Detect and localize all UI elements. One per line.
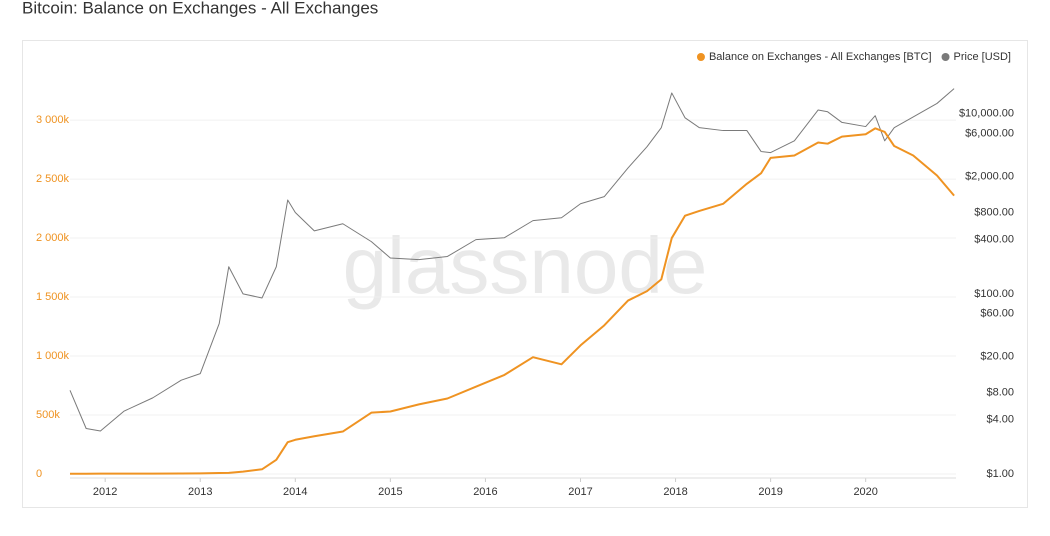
y2-tick-label: $20.00 [980, 351, 1014, 363]
x-tick-label: 2017 [568, 486, 592, 498]
y2-tick-label: $100.00 [974, 288, 1014, 300]
x-tick-label: 2020 [853, 486, 877, 498]
y2-tick-label: $8.00 [986, 387, 1014, 399]
legend-marker [941, 53, 950, 61]
watermark: glassnode [343, 221, 708, 310]
chart-frame [22, 40, 1028, 508]
x-tick-label: 2013 [188, 486, 212, 498]
legend-marker [696, 53, 705, 61]
y2-tick-label: $4.00 [986, 414, 1014, 426]
y2-tick-label: $800.00 [974, 206, 1014, 218]
legend-label: Balance on Exchanges - All Exchanges [BT… [709, 51, 932, 63]
y-tick-label: 2 500k [36, 173, 70, 185]
x-tick-label: 2015 [378, 486, 402, 498]
series-line [69, 127, 955, 475]
y-tick-label: 3 000k [36, 114, 70, 126]
y-tick-label: 500k [36, 409, 60, 421]
y2-tick-label: $10,000.00 [959, 108, 1014, 120]
y2-tick-label: $6,000.00 [965, 128, 1014, 140]
x-tick-label: 2012 [93, 486, 117, 498]
y-tick-label: 2 000k [36, 232, 70, 244]
x-tick-label: 2016 [473, 486, 497, 498]
x-tick-label: 2014 [283, 486, 307, 498]
y-tick-label: 1 500k [36, 291, 70, 303]
y-tick-label: 1 000k [36, 350, 70, 362]
series-line [69, 88, 955, 432]
y2-tick-label: $2,000.00 [965, 171, 1014, 183]
y-tick-label: 0 [36, 468, 42, 480]
y2-tick-label: $60.00 [980, 308, 1014, 320]
chart-title: Bitcoin: Balance on Exchanges - All Exch… [22, 0, 378, 17]
x-tick-label: 2019 [758, 486, 782, 498]
y2-tick-label: $1.00 [986, 468, 1014, 480]
x-tick-label: 2018 [663, 486, 687, 498]
y2-tick-label: $400.00 [974, 234, 1014, 246]
legend-label: Price [USD] [954, 51, 1011, 63]
